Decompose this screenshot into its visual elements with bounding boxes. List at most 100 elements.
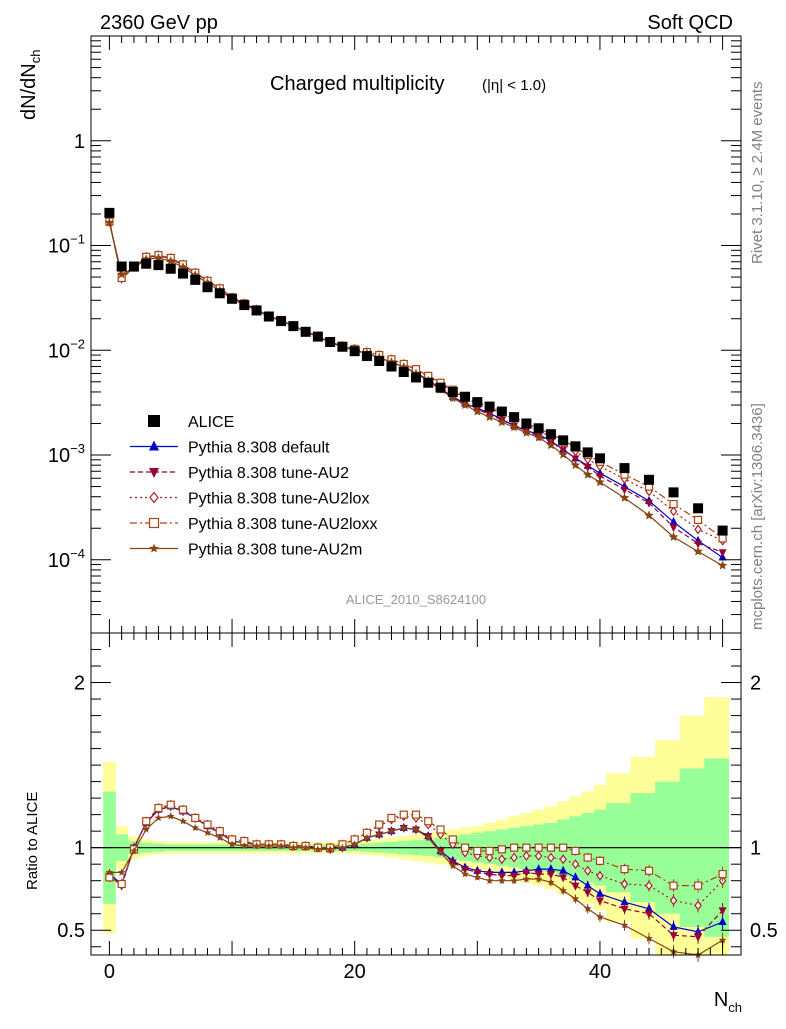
- main-point-au2m: [619, 492, 630, 502]
- ratio-point-default: [534, 864, 543, 873]
- main-point-alice: [349, 346, 360, 357]
- ratio-point-au2loxx: [718, 869, 727, 879]
- main-series-layer: [104, 207, 728, 570]
- main-point-au2: [571, 455, 580, 464]
- main-point-au2m: [509, 422, 519, 432]
- ratio-series-au2m: [105, 812, 727, 962]
- legend-item-default: Pythia 8.308 default: [130, 440, 330, 457]
- ratio-point-default: [559, 865, 568, 874]
- ratio-point-au2: [485, 871, 494, 880]
- ratio-point-au2loxx: [546, 843, 556, 852]
- main-point-alice: [423, 377, 434, 388]
- main-point-au2m: [116, 269, 127, 279]
- ratio-point-au2m: [534, 875, 543, 883]
- legend-item-au2: Pythia 8.308 tune-AU2: [130, 465, 349, 482]
- main-panel: 10−4 10−3 10−2 10−1 1 Charged multiplicity (…: [18, 35, 742, 634]
- main-point-alice: [509, 412, 520, 423]
- ratio-point-au2: [620, 905, 629, 914]
- ratio-point-au2m: [473, 873, 482, 881]
- watermark: ALICE_2010_S8624100: [346, 592, 486, 607]
- main-point-alice: [337, 341, 348, 352]
- ratio-point-au2m: [424, 833, 433, 841]
- main-series-default: [105, 215, 727, 561]
- main-point-alice: [312, 331, 323, 342]
- main-point-au2loxx: [718, 534, 727, 543]
- ratio-point-au2: [497, 872, 506, 881]
- ratio-point-au2loxx: [105, 873, 114, 882]
- ratio-point-au2: [559, 874, 568, 883]
- ratio-point-au2: [669, 932, 678, 941]
- legend-marker-alice: [148, 415, 160, 427]
- header-left: 2360 GeV pp: [100, 12, 218, 34]
- main-point-alice: [545, 429, 556, 440]
- ratio-point-au2loxx: [485, 846, 494, 856]
- ratio-point-au2m: [179, 817, 187, 825]
- svg-text:dN/dNch: dN/dNch: [18, 50, 43, 120]
- ratio-point-default: [645, 903, 654, 912]
- ratio-point-au2lox: [583, 865, 592, 876]
- main-point-au2lox: [694, 524, 702, 535]
- main-point-alice: [227, 293, 238, 304]
- legend: ALICE Pythia 8.308 default Pythia 8.308 tu…: [130, 414, 377, 559]
- ratio-point-au2loxx: [191, 813, 200, 823]
- ratio-point-au2loxx: [583, 853, 592, 862]
- ratio-point-au2: [461, 866, 470, 875]
- main-point-alice: [361, 351, 372, 362]
- main-point-alice: [386, 361, 397, 372]
- ratio-point-au2lox: [522, 850, 531, 861]
- main-point-au2m: [595, 477, 605, 487]
- ratio-point-au2m: [412, 825, 420, 833]
- ratio-line-au2m: [109, 815, 723, 956]
- ratio-point-default: [546, 864, 555, 873]
- main-point-alice: [263, 311, 274, 322]
- ratio-point-au2m: [436, 848, 445, 856]
- ratio-point-au2m: [166, 812, 175, 820]
- ratio-point-au2loxx: [375, 820, 384, 829]
- main-point-alice: [104, 207, 115, 218]
- ratio-point-au2m: [583, 904, 592, 912]
- legend-label-au2lox: Pythia 8.308 tune-AU2lox: [188, 491, 369, 508]
- ratio-point-au2loxx: [215, 827, 224, 836]
- ratio-point-au2loxx: [644, 866, 654, 875]
- main-point-au2: [718, 549, 727, 558]
- ratio-point-au2loxx: [620, 865, 629, 874]
- ratio-point-au2loxx: [154, 803, 163, 813]
- ratio-point-default: [595, 888, 604, 897]
- main-point-alice: [693, 503, 704, 514]
- main-point-au2m: [153, 253, 164, 262]
- main-point-au2: [645, 499, 654, 508]
- main-point-alice: [558, 435, 569, 446]
- main-point-au2m: [717, 560, 728, 570]
- main-point-au2m: [693, 546, 703, 556]
- main-point-alice: [251, 305, 262, 316]
- legend-marker-au2lox: [149, 491, 159, 504]
- main-point-alice: [128, 261, 139, 272]
- main-point-alice: [594, 453, 605, 464]
- ratio-line-au2: [109, 805, 724, 938]
- main-point-alice: [668, 487, 679, 498]
- ratio-point-au2m: [301, 843, 310, 851]
- main-point-au2loxx: [669, 500, 678, 509]
- main-point-au2m: [166, 256, 176, 266]
- ratio-point-au2loxx: [534, 843, 543, 852]
- ratio-point-au2loxx: [460, 843, 470, 852]
- ratio-point-au2m: [645, 934, 653, 942]
- legend-item-au2lox: Pythia 8.308 tune-AU2lox: [130, 491, 369, 508]
- main-y-tick-label: 10−1: [48, 232, 85, 258]
- ratio-point-au2m: [252, 842, 261, 850]
- ratio-point-au2: [546, 871, 555, 880]
- main-point-alice: [214, 288, 225, 299]
- ratio-point-au2lox: [694, 900, 702, 911]
- ratio-point-default: [571, 872, 580, 881]
- legend-item-au2loxx: Pythia 8.308 tune-AU2loxx: [130, 516, 377, 533]
- main-ticks: 10−4 10−3 10−2 10−1 1: [48, 35, 741, 634]
- ratio-point-au2loxx: [142, 817, 151, 826]
- ratio-point-au2lox: [596, 870, 604, 881]
- ratio-point-au2lox: [559, 854, 567, 865]
- header-right: Soft QCD: [647, 12, 733, 34]
- main-point-au2m: [668, 532, 679, 541]
- ratio-point-au2m: [363, 833, 371, 841]
- ratio-point-default: [718, 916, 727, 925]
- ratio-point-au2: [645, 910, 654, 919]
